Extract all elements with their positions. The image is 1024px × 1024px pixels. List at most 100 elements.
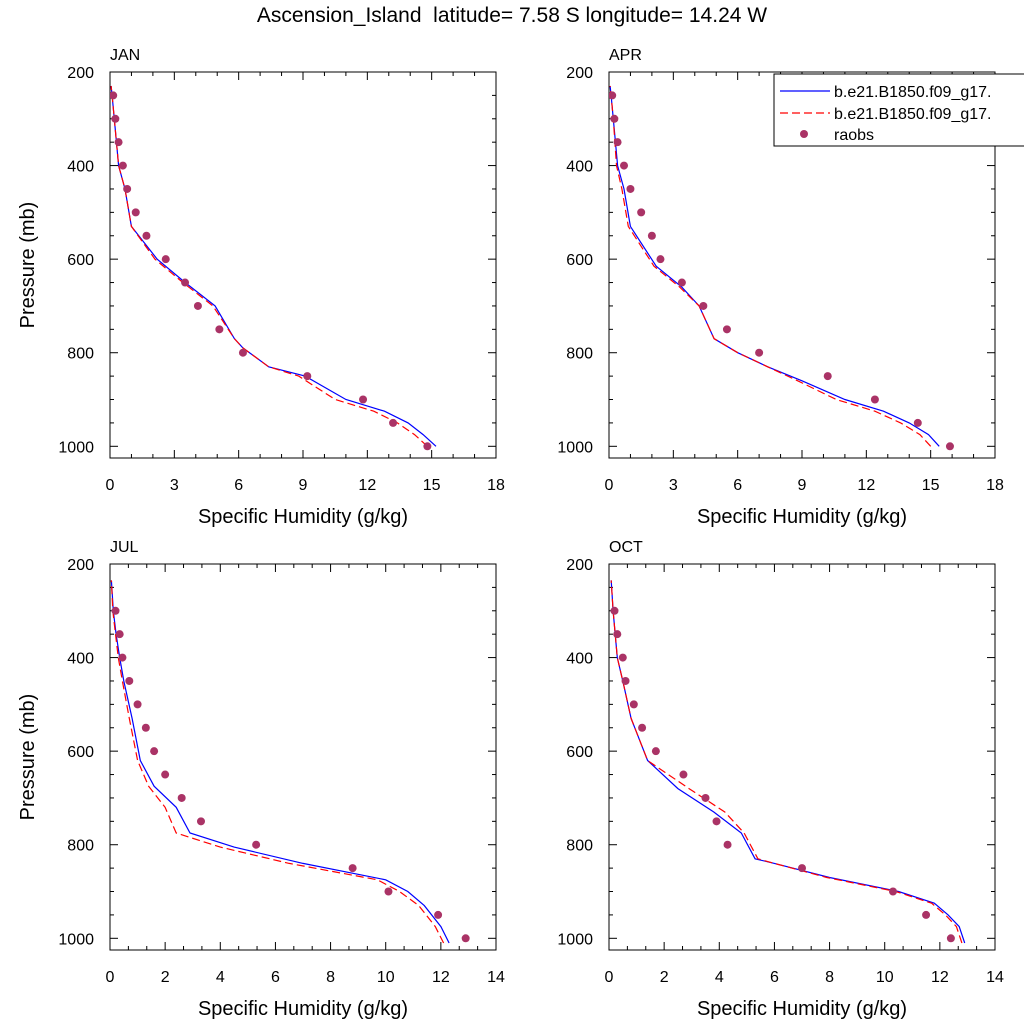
raobs-point [359,395,368,404]
raobs-point [434,910,443,919]
figure-title: Ascension_Island latitude= 7.58 S longit… [256,4,768,27]
raobs-point [945,442,954,451]
raobs-point [141,723,150,732]
raobs-point [922,910,931,919]
model-line-solid [110,580,450,944]
x-tick-label: 2 [161,969,170,986]
y-tick-label: 1000 [557,931,593,948]
x-tick-label: 3 [170,477,179,494]
y-tick-label: 600 [566,252,593,269]
x-tick-label: 8 [326,969,335,986]
raobs-point [722,325,731,334]
x-tick-label: 9 [299,477,308,494]
raobs-point [150,747,159,756]
x-tick-label: 0 [605,477,614,494]
x-tick-label: 10 [377,969,395,986]
y-tick-label: 1000 [58,931,94,948]
x-tick-label: 8 [825,969,834,986]
model-line-dashed [110,580,445,944]
x-tick-label: 15 [922,477,940,494]
raobs-point [723,840,732,849]
y-tick-label: 400 [67,651,94,668]
y-tick-label: 600 [67,744,94,761]
raobs-point [651,747,660,756]
x-tick-label: 0 [106,969,115,986]
raobs-point [701,793,710,802]
x-tick-label: 6 [271,969,280,986]
raobs-point [115,630,124,639]
raobs-point [238,348,247,357]
x-tick-label: 0 [106,477,115,494]
raobs-point [647,231,656,240]
x-tick-label: 10 [876,969,894,986]
raobs-point [613,630,622,639]
series-group [610,580,966,944]
raobs-point [610,606,619,615]
plot-frame [109,71,497,459]
panel-oct: OCT 0 2 4 6 8 10 12 14 200 400 600 800 1000 Specific H… [557,539,1004,1020]
raobs-point [677,278,686,287]
y-tick-label: 400 [67,159,94,176]
raobs-point [161,770,170,779]
x-tick-label: 12 [432,969,450,986]
y-tick-label: 1000 [58,439,94,456]
raobs-point [111,114,120,123]
x-tick-label: 4 [216,969,225,986]
raobs-point [303,372,312,381]
x-tick-label: 6 [770,969,779,986]
x-tick-label: 14 [986,969,1004,986]
raobs-point [629,700,638,709]
raobs-point [888,887,897,896]
y-tick-label: 800 [566,838,593,855]
raobs-point [755,348,764,357]
raobs-point [637,208,646,217]
raobs-point [870,395,879,404]
x-axis-title: Specific Humidity (g/kg) [697,506,907,528]
raobs-point [110,91,118,100]
y-tick-label: 400 [566,651,593,668]
model-line-dashed [609,85,932,447]
legend-swatch-raobs [800,130,808,138]
x-tick-label: 12 [358,477,376,494]
raobs-point [181,278,190,287]
panel-label: JAN [110,47,140,64]
y-tick-label: 800 [566,346,593,363]
legend-box [773,73,1024,147]
y-tick-label: 200 [67,65,94,82]
raobs-point [131,208,140,217]
series-group [110,580,470,944]
model-line-solid [609,85,940,447]
raobs-point [161,255,170,264]
model-line-solid [110,85,437,447]
raobs-point [609,91,617,100]
raobs-point [123,184,132,193]
series-group [110,85,437,451]
raobs-point [610,114,619,123]
y-tick-label: 600 [67,252,94,269]
raobs-point [946,934,955,943]
model-line-dashed [110,85,428,447]
x-tick-label: 2 [660,969,669,986]
x-tick-label: 4 [715,969,724,986]
x-tick-label: 6 [234,477,243,494]
raobs-point [626,184,635,193]
x-tick-label: 14 [487,969,505,986]
raobs-point [699,301,708,310]
raobs-point [118,653,127,662]
raobs-point [142,231,151,240]
y-tick-label: 800 [67,838,94,855]
legend-entry-label: raobs [834,127,874,144]
raobs-point [193,301,202,310]
model-line-dashed [610,580,963,944]
raobs-point [913,418,922,427]
plot-frame [109,563,497,951]
raobs-point [384,887,393,896]
x-tick-label: 18 [986,477,1004,494]
raobs-point [111,606,120,615]
y-tick-label: 200 [67,557,94,574]
raobs-point [118,161,127,170]
x-axis-title: Specific Humidity (g/kg) [198,506,408,528]
legend-entry-label: b.e21.B1850.f09_g17. [834,106,991,123]
